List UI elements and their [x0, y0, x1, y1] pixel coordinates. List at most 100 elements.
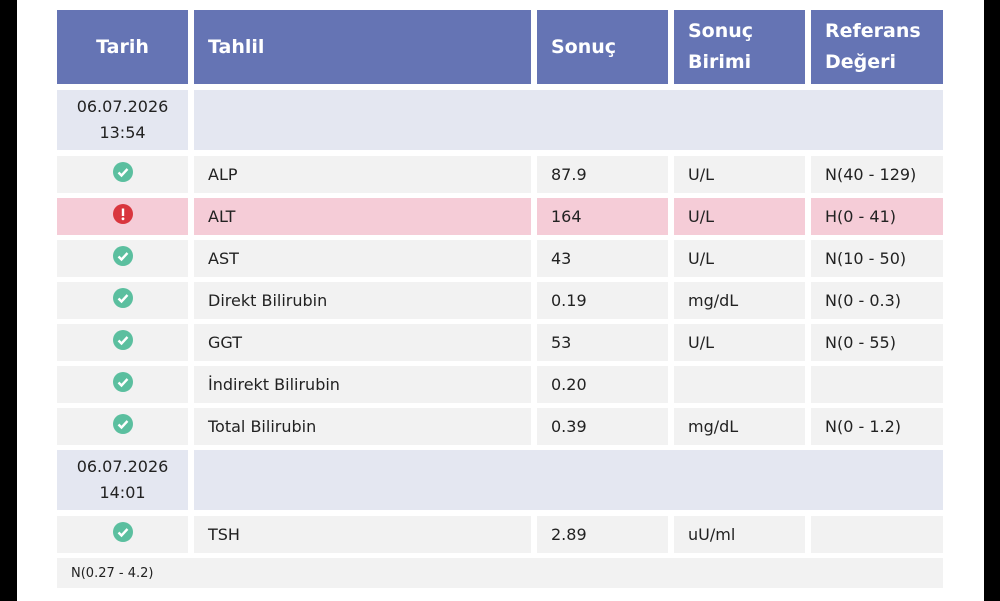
status-cell [57, 324, 188, 361]
ok-icon [112, 246, 133, 266]
result-cell: 87.9 [537, 156, 668, 193]
ok-icon [112, 288, 133, 308]
result-cell-text: 43 [551, 249, 572, 268]
unit-cell: U/L [674, 240, 805, 277]
date: 06.07.2026 [76, 97, 169, 116]
ref-cell-text: N(10 - 50) [825, 249, 907, 268]
ok-icon [112, 522, 133, 542]
unit-cell-text: U/L [688, 165, 715, 184]
result-cell-text: 53 [551, 333, 572, 352]
status-cell [57, 408, 188, 445]
unit-cell-text: mg/dL [688, 417, 739, 436]
result-cell-text: 0.19 [551, 291, 587, 310]
header-cell: Referans Değeri [811, 10, 943, 84]
unit-cell: mg/dL [674, 408, 805, 445]
time: 14:01 [99, 483, 146, 502]
header-cell: Tarih [57, 10, 188, 84]
note-row: N(0.27 - 4.2) [57, 558, 943, 588]
status-cell [57, 282, 188, 319]
screen-edge [984, 0, 1000, 601]
ref-cell [811, 366, 943, 403]
ref-cell: N(0 - 55) [811, 324, 943, 361]
header-cell-text: Tahlil [208, 35, 265, 58]
ref-cell: H(0 - 41) [811, 198, 943, 235]
ref-cell: N(0 - 0.3) [811, 282, 943, 319]
ref-cell-text: N(0 - 0.3) [825, 291, 902, 310]
ok-icon [112, 372, 133, 392]
test-cell-text: AST [208, 249, 239, 268]
unit-cell-text: uU/ml [688, 525, 736, 544]
test-cell-text: GGT [208, 333, 242, 352]
ref-cell: N(10 - 50) [811, 240, 943, 277]
test-cell: TSH [194, 516, 531, 553]
unit-cell-text: mg/dL [688, 291, 739, 310]
time: 13:54 [99, 123, 146, 142]
result-cell: 0.19 [537, 282, 668, 319]
result-cell-text: 87.9 [551, 165, 587, 184]
test-cell-text: ALP [208, 165, 238, 184]
status-cell [57, 366, 188, 403]
group-row [194, 90, 943, 150]
date: 06.07.2026 [76, 457, 169, 476]
ok-icon [112, 330, 133, 350]
date-cell: 06.07.2026 13:54 [57, 90, 188, 150]
unit-cell-text: U/L [688, 207, 715, 226]
ref-cell-text: N(40 - 129) [825, 165, 917, 184]
result-cell: 164 [537, 198, 668, 235]
result-cell: 43 [537, 240, 668, 277]
result-cell: 53 [537, 324, 668, 361]
header-cell-text: Tarih [96, 35, 149, 58]
ref-cell: N(0 - 1.2) [811, 408, 943, 445]
test-cell: ALT [194, 198, 531, 235]
result-cell: 0.39 [537, 408, 668, 445]
unit-cell-text: U/L [688, 333, 715, 352]
date-cell: 06.07.2026 14:01 [57, 450, 188, 510]
ref-cell [811, 516, 943, 553]
test-cell-text: Direkt Bilirubin [208, 291, 328, 310]
unit-cell-text: U/L [688, 249, 715, 268]
header-cell-text: Referans Değeri [825, 20, 921, 73]
status-cell [57, 516, 188, 553]
ref-cell-text: N(0 - 55) [825, 333, 896, 352]
result-cell-text: 164 [551, 207, 582, 226]
unit-cell: uU/ml [674, 516, 805, 553]
test-cell: GGT [194, 324, 531, 361]
test-cell-text: ALT [208, 207, 236, 226]
header-cell-text: Sonuç Birimi [688, 20, 754, 73]
alert-icon [112, 204, 133, 224]
ref-cell: N(40 - 129) [811, 156, 943, 193]
ref-cell-text: H(0 - 41) [825, 207, 896, 226]
test-cell-text: TSH [208, 525, 240, 544]
status-cell [57, 240, 188, 277]
ok-icon [112, 414, 133, 434]
ok-icon [112, 162, 133, 182]
status-cell [57, 198, 188, 235]
unit-cell [674, 366, 805, 403]
unit-cell: U/L [674, 324, 805, 361]
result-cell-text: 0.20 [551, 375, 587, 394]
group-row [194, 450, 943, 510]
result-cell: 2.89 [537, 516, 668, 553]
test-cell-text: Total Bilirubin [208, 417, 317, 436]
status-cell [57, 156, 188, 193]
header-cell: Sonuç Birimi [674, 10, 805, 84]
header-cell: Tahlil [194, 10, 531, 84]
unit-cell: U/L [674, 156, 805, 193]
result-cell: 0.20 [537, 366, 668, 403]
test-cell: Total Bilirubin [194, 408, 531, 445]
unit-cell: U/L [674, 198, 805, 235]
header-cell-text: Sonuç [551, 35, 617, 58]
unit-cell: mg/dL [674, 282, 805, 319]
test-cell: ALP [194, 156, 531, 193]
note-row-text: N(0.27 - 4.2) [71, 565, 154, 581]
screen-edge [0, 0, 17, 601]
test-cell: İndirekt Bilirubin [194, 366, 531, 403]
test-cell: AST [194, 240, 531, 277]
result-cell-text: 0.39 [551, 417, 587, 436]
result-cell-text: 2.89 [551, 525, 587, 544]
header-cell: Sonuç [537, 10, 668, 84]
test-cell: Direkt Bilirubin [194, 282, 531, 319]
ref-cell-text: N(0 - 1.2) [825, 417, 902, 436]
test-cell-text: İndirekt Bilirubin [208, 375, 340, 394]
